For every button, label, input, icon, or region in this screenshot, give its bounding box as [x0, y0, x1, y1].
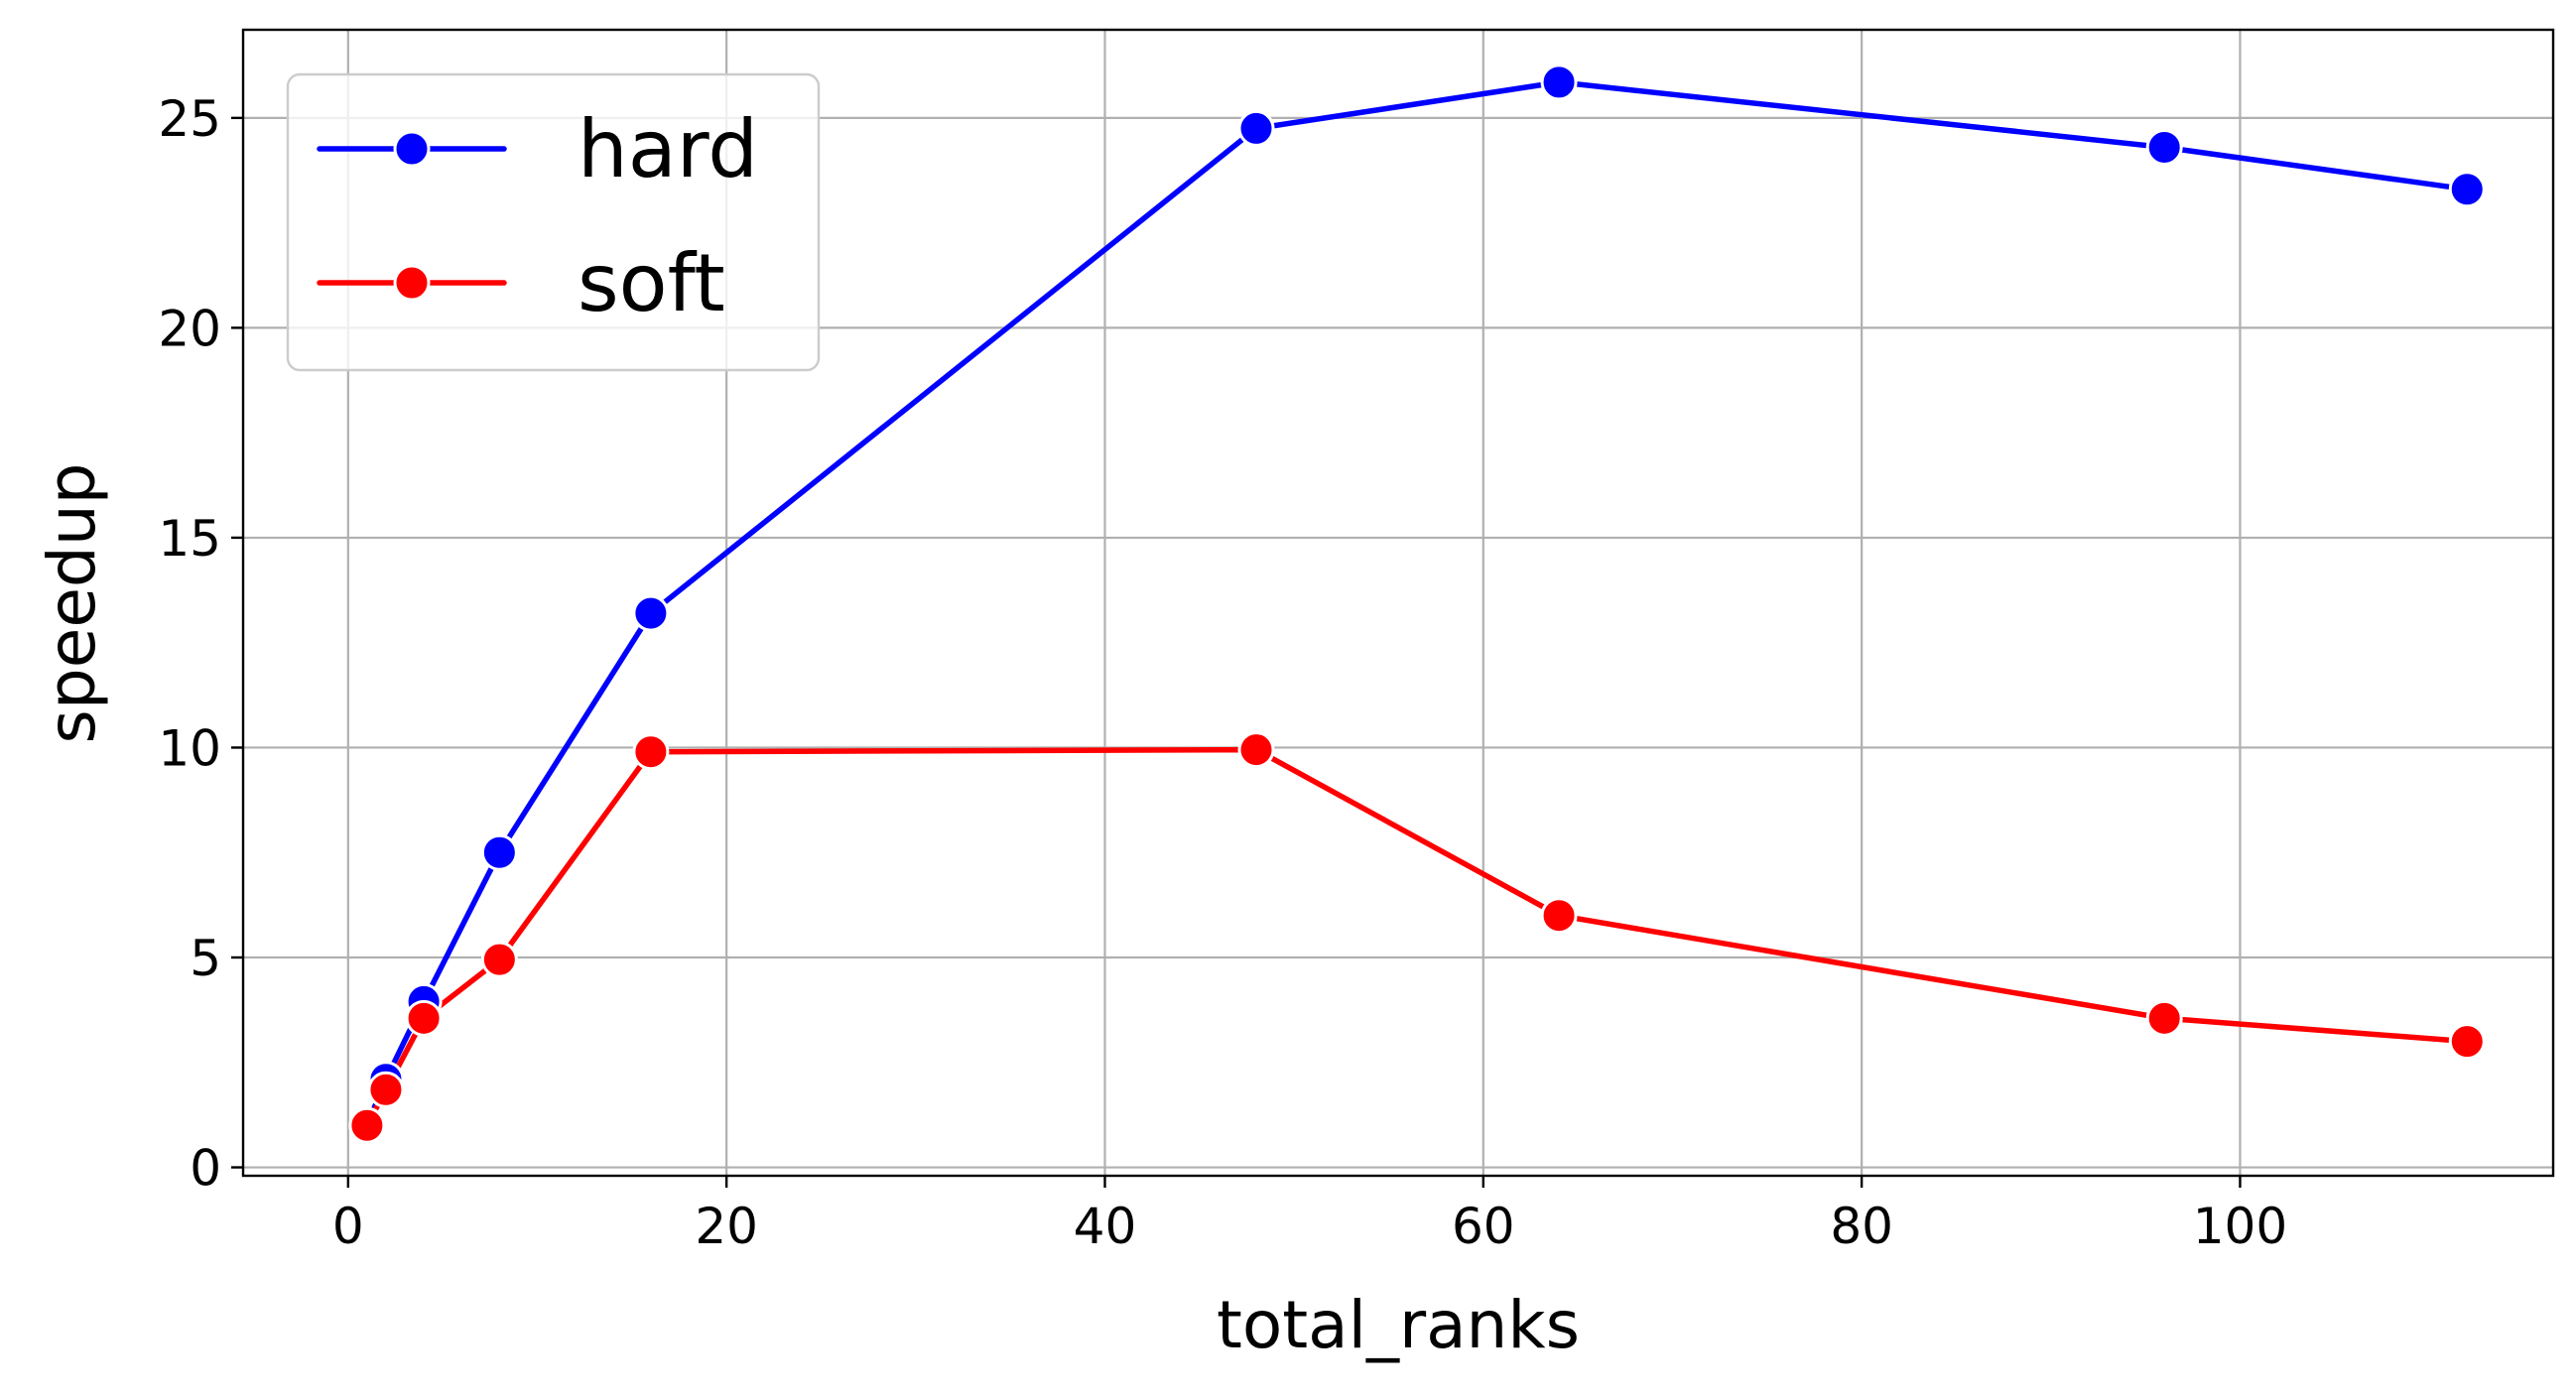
- series-layer: [348, 64, 2486, 1144]
- data-point-hard: [1540, 64, 1578, 101]
- data-point-soft: [632, 733, 670, 771]
- x-tick-label: 60: [1452, 1198, 1515, 1255]
- data-point-soft: [367, 1071, 405, 1108]
- legend: hard soft: [286, 72, 821, 372]
- x-tick-label: 40: [1074, 1198, 1137, 1255]
- legend-marker-soft: [393, 264, 431, 302]
- y-tick-label: 5: [190, 930, 221, 987]
- data-point-hard: [632, 594, 670, 632]
- data-point-hard: [1237, 109, 1275, 147]
- legend-label-soft: soft: [578, 237, 725, 329]
- data-point-soft: [1237, 731, 1275, 769]
- data-point-soft: [1540, 897, 1578, 935]
- y-tick-label: 15: [158, 510, 221, 568]
- y-axis-label: speedup: [34, 462, 110, 743]
- data-point-hard: [480, 833, 518, 871]
- x-tick-label: 20: [695, 1198, 758, 1255]
- grid-lines: [243, 30, 2553, 1176]
- plot-area-frame: [241, 28, 2555, 1178]
- x-axis-label: total_ranks: [1217, 1287, 1580, 1363]
- data-point-soft: [2145, 999, 2183, 1037]
- data-point-soft: [348, 1106, 386, 1144]
- legend-label-hard: hard: [578, 103, 758, 195]
- y-tick-label: 10: [158, 719, 221, 777]
- y-tick-label: 20: [158, 300, 221, 357]
- data-point-soft: [2448, 1023, 2486, 1061]
- data-point-soft: [480, 941, 518, 978]
- axis-ticks: 0 20 40 60 80 100 0 5 10 15 20 25: [158, 90, 2287, 1255]
- x-tick-label: 80: [1830, 1198, 1893, 1255]
- y-tick-label: 25: [158, 90, 221, 148]
- data-point-soft: [405, 999, 443, 1037]
- x-tick-label: 0: [332, 1198, 364, 1255]
- x-tick-label: 100: [2193, 1198, 2287, 1255]
- data-point-hard: [2145, 128, 2183, 166]
- data-point-hard: [2448, 171, 2486, 208]
- legend-marker-hard: [393, 130, 431, 168]
- y-tick-label: 0: [190, 1140, 221, 1198]
